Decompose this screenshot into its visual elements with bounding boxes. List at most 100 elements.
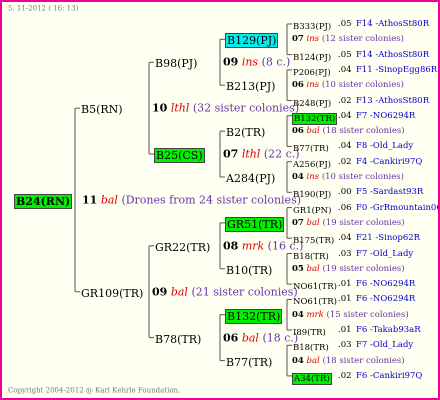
mating-label: 05 bal (19 sister colonies)	[292, 263, 405, 274]
family: F6 -Takab93aR	[356, 326, 421, 335]
year: 04	[292, 309, 304, 320]
family: F21 -Sinop62R	[356, 232, 421, 243]
node: B175(TR)	[292, 230, 335, 246]
node: B333(PJ)	[292, 16, 332, 32]
family: F6 -NO6294R	[356, 278, 416, 289]
mating-label: 06 ins (10 sister colonies)	[292, 81, 404, 90]
family: F0 -GrRmountain06Q	[356, 202, 440, 213]
family: F6 -NO6294R	[356, 280, 415, 289]
node: B25(CS)	[154, 146, 205, 164]
node: B124(PJ)	[292, 47, 332, 63]
value: .05	[338, 18, 352, 29]
note: (19 sister colonies)	[322, 217, 405, 228]
family: F8 -Old_Lady	[356, 142, 413, 151]
year: 07	[292, 217, 304, 228]
node: GR22(TR)	[154, 238, 211, 254]
inbreeding-value: .01	[338, 280, 352, 289]
node-name: A284(PJ)	[226, 172, 276, 185]
note: (18 sister colonies)	[322, 125, 405, 136]
node: I89(TR)	[292, 322, 327, 338]
node-name: GR51(TR)	[225, 216, 285, 232]
value: .06	[338, 202, 352, 213]
note: (8 c.)	[261, 55, 291, 69]
node: NO61(TR)	[292, 291, 338, 307]
node-name: B25(CS)	[154, 148, 205, 164]
value: .01	[338, 278, 352, 289]
race: lthl	[241, 147, 261, 161]
node-name: I89(TR)	[293, 328, 326, 338]
mating-label: 04 ins (10 sister colonies)	[292, 173, 404, 182]
family: F6 -NO6294R	[356, 295, 415, 304]
node-name: B78(TR)	[155, 332, 202, 346]
node: P206(PJ)	[292, 62, 332, 78]
race: bal	[241, 331, 259, 345]
family: F7 -NO6294R	[356, 110, 416, 121]
inbreeding-value: .05	[338, 20, 352, 29]
family: F4 -Cankiri97Q	[356, 157, 422, 166]
node-name: B2(TR)	[226, 126, 266, 140]
node-name: A256(PJ)	[293, 159, 332, 170]
value: .02	[338, 156, 352, 167]
value: .04	[338, 141, 352, 152]
year: 06	[292, 125, 304, 136]
family: F0 -GrRmountain06Q	[356, 202, 440, 213]
value: .03	[338, 248, 352, 259]
family: F7 -Old_Lady	[356, 248, 414, 259]
value: .04	[338, 232, 352, 243]
mating-label: 07 lthl (22 c.)	[223, 149, 300, 160]
note: (19 sister colonies)	[322, 263, 405, 274]
node: B132(TR)	[225, 307, 283, 324]
value: .03	[338, 340, 352, 351]
node-name: B77(TR)	[226, 355, 273, 369]
mating-label: 09 ins (8 c.)	[223, 57, 290, 68]
family: F6 -Takab93aR	[356, 324, 421, 335]
mating-label: 10 lthl (32 sister colonies)	[152, 103, 299, 114]
year: 05	[292, 263, 304, 274]
note: (10 sister colonies)	[321, 79, 404, 90]
family: F11 -SinopEgg86R	[356, 65, 437, 75]
year: 11	[82, 193, 98, 207]
note: (18 c.)	[262, 331, 299, 345]
year: 07	[223, 147, 239, 161]
inbreeding-value: .04	[338, 234, 352, 243]
mating-label: 06 bal (18 sister colonies)	[292, 127, 405, 136]
note: (22 c.)	[263, 147, 300, 161]
mating-label: 07 ins (12 sister colonies)	[292, 35, 404, 44]
year: 09	[152, 285, 168, 299]
inbreeding-value: .03	[338, 249, 352, 258]
year: 07	[292, 34, 304, 45]
node: B18(TR)	[292, 246, 330, 262]
node-name: GR22(TR)	[155, 240, 211, 254]
node-name: NO61(TR)	[293, 282, 337, 293]
node: B129(PJ)	[225, 31, 279, 49]
race: bal	[306, 263, 320, 274]
node: B10(TR)	[225, 261, 273, 277]
race: ins	[306, 79, 320, 90]
mating-label: 08 mrk (16 c.)	[223, 240, 303, 251]
value: .02	[338, 370, 352, 381]
inbreeding-value: .03	[338, 341, 352, 350]
race: ins	[306, 171, 320, 182]
value: .01	[338, 324, 352, 335]
value: .04	[338, 110, 352, 121]
race: mrk	[241, 239, 265, 253]
value: .00	[338, 187, 352, 198]
node-name: B10(TR)	[226, 263, 273, 277]
family: F13 -AthosSt80R	[356, 95, 430, 106]
race: bal	[306, 217, 320, 228]
value: .02	[338, 95, 352, 106]
node-name: B77(TR)	[293, 144, 329, 155]
inbreeding-value: .04	[338, 142, 352, 151]
family: F6 -Cankiri97Q	[356, 370, 423, 381]
value: .04	[338, 64, 352, 75]
inbreeding-value: .01	[338, 295, 352, 304]
family: F7 -NO6294R	[356, 110, 416, 121]
family: F7 -Old_Lady	[356, 340, 414, 351]
node: B98(PJ)	[154, 54, 198, 70]
node-name: B5(RN)	[81, 103, 123, 117]
mating-label: 09 bal (21 sister colonies)	[152, 286, 298, 297]
node: B213(PJ)	[225, 77, 276, 93]
year: 09	[223, 55, 239, 69]
